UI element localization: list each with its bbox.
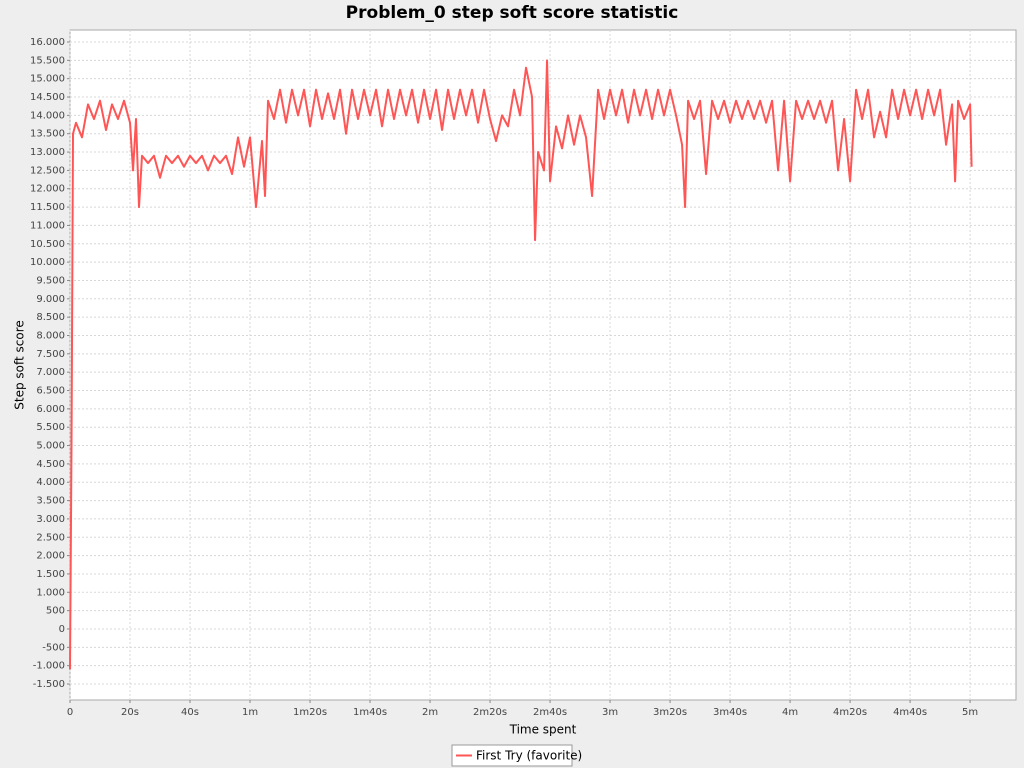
y-tick-label: 6.500 <box>36 386 65 397</box>
chart-title: Problem_0 step soft score statistic <box>346 3 679 23</box>
legend <box>451 744 573 767</box>
y-axis-label: Step soft score <box>13 320 27 410</box>
y-tick-label: 15.500 <box>30 55 65 66</box>
y-tick-label: 14.500 <box>30 92 65 103</box>
y-tick-label: 3.000 <box>36 514 65 525</box>
y-tick-label: 7.000 <box>36 367 65 378</box>
x-tick-label: 20s <box>121 707 139 718</box>
y-tick-label: 0 <box>59 624 65 635</box>
y-tick-label: 6.000 <box>36 404 65 415</box>
x-tick-label: 4m20s <box>833 707 867 718</box>
y-tick-label: 1.500 <box>36 569 65 580</box>
y-tick-label: 12.500 <box>30 165 65 176</box>
legend-label: First Try (favorite) <box>476 749 582 763</box>
y-tick-label: -1.500 <box>33 679 65 690</box>
y-tick-label: 4.500 <box>36 459 65 470</box>
y-tick-label: 14.000 <box>30 110 65 121</box>
y-tick-label: 8.500 <box>36 312 65 323</box>
plot-area <box>69 29 1017 701</box>
x-tick-label: 2m20s <box>473 707 507 718</box>
y-tick-label: 16.000 <box>30 37 65 48</box>
y-tick-label: 7.500 <box>36 349 65 360</box>
x-tick-label: 3m40s <box>713 707 747 718</box>
y-tick-label: 1.000 <box>36 587 65 598</box>
x-tick-label: 1m <box>242 707 258 718</box>
y-tick-label: 15.000 <box>30 74 65 85</box>
y-tick-label: 11.500 <box>30 202 65 213</box>
y-tick-label: 3.500 <box>36 496 65 507</box>
y-tick-label: 11.000 <box>30 220 65 231</box>
x-tick-label: 2m40s <box>533 707 567 718</box>
x-tick-label: 2m <box>422 707 438 718</box>
x-tick-label: 4m <box>782 707 798 718</box>
x-tick-label: 5m <box>962 707 978 718</box>
y-tick-label: -500 <box>42 642 65 653</box>
x-tick-label: 0 <box>67 707 73 718</box>
x-tick-label: 3m20s <box>653 707 687 718</box>
x-tick-label: 3m <box>602 707 618 718</box>
y-tick-label: 2.500 <box>36 532 65 543</box>
y-tick-label: 12.000 <box>30 184 65 195</box>
y-tick-label: -1.000 <box>33 661 65 672</box>
x-tick-label: 40s <box>181 707 199 718</box>
line-series <box>69 59 973 670</box>
y-tick-label: 500 <box>46 606 65 617</box>
y-tick-label: 4.000 <box>36 477 65 488</box>
y-tick-label: 5.000 <box>36 441 65 452</box>
y-tick-label: 5.500 <box>36 422 65 433</box>
y-tick-label: 13.000 <box>30 147 65 158</box>
y-tick-label: 8.000 <box>36 330 65 341</box>
y-tick-label: 13.500 <box>30 129 65 140</box>
x-tick-label: 1m20s <box>293 707 327 718</box>
x-axis-label: Time spent <box>509 723 577 737</box>
y-tick-label: 10.500 <box>30 239 65 250</box>
y-tick-label: 9.000 <box>36 294 65 305</box>
x-tick-label: 4m40s <box>893 707 927 718</box>
y-tick-label: 10.000 <box>30 257 65 268</box>
y-tick-label: 2.000 <box>36 551 65 562</box>
x-tick-label: 1m40s <box>353 707 387 718</box>
y-tick-label: 9.500 <box>36 275 65 286</box>
